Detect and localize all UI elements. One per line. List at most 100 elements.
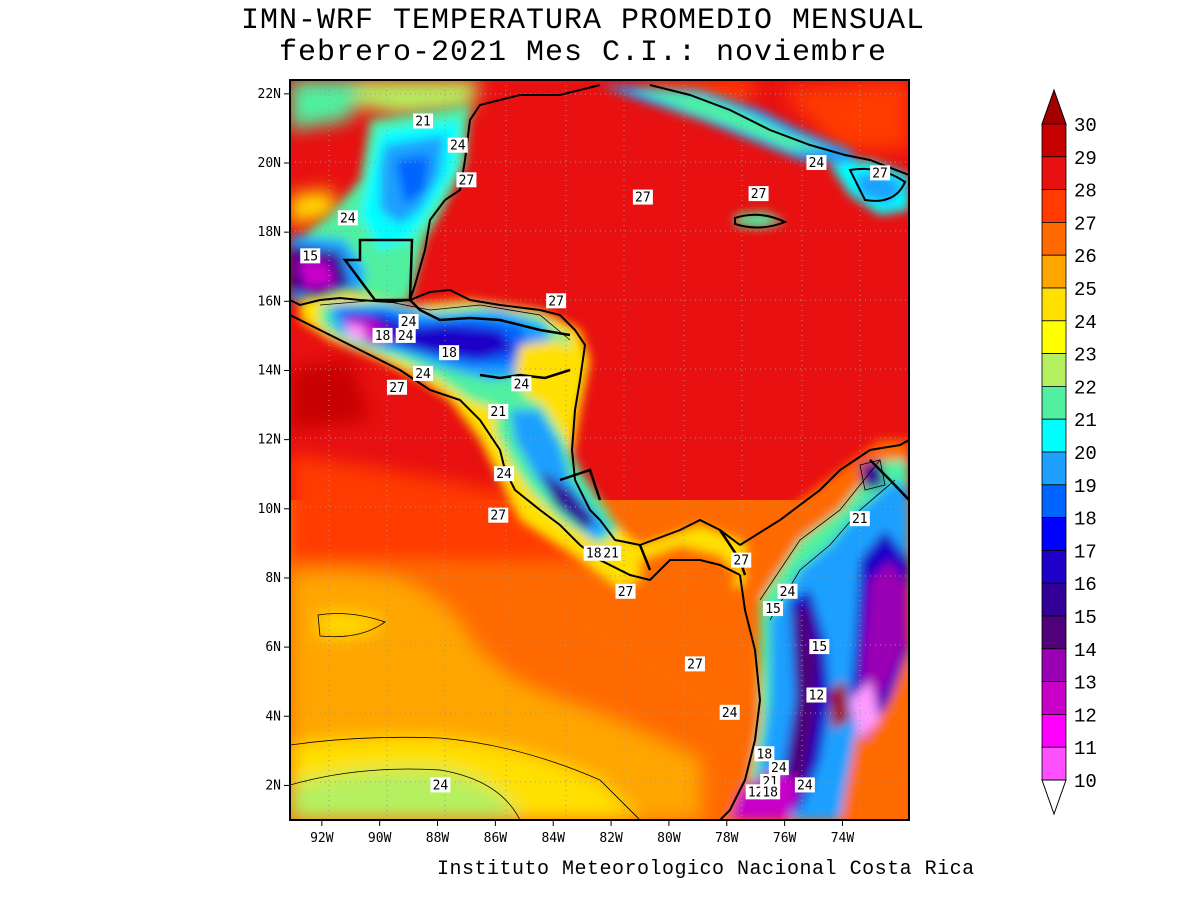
map-title-line2: febrero-2021 Mes C.I.: noviembre bbox=[278, 36, 888, 70]
contour-label: 24 bbox=[771, 761, 787, 776]
y-tick-label: 6N bbox=[265, 640, 281, 655]
contour-label-bg bbox=[760, 784, 781, 800]
contour-label-bg bbox=[684, 656, 705, 672]
colorbar-label: 20 bbox=[1074, 443, 1097, 465]
contour-label: 18 bbox=[586, 547, 602, 562]
contour-label: 24 bbox=[496, 467, 512, 482]
contour-label-bg bbox=[870, 165, 891, 181]
map-title-line1: IMN-WRF TEMPERATURA PROMEDIO MENSUAL bbox=[240, 4, 926, 38]
contour-label-bg bbox=[300, 248, 321, 264]
contour-label-bg bbox=[768, 760, 789, 776]
colorbar-label: 21 bbox=[1074, 410, 1097, 432]
colorbar-label: 28 bbox=[1074, 181, 1097, 203]
x-tick-label: 86W bbox=[484, 831, 508, 846]
contour-label: 15 bbox=[765, 602, 781, 617]
contour-label-bg bbox=[494, 466, 515, 482]
contour-label: 24 bbox=[514, 377, 530, 392]
colorbar-label: 19 bbox=[1074, 476, 1097, 498]
x-tick-label: 92W bbox=[310, 831, 334, 846]
contour-label-bg bbox=[439, 345, 460, 361]
contour-label: 27 bbox=[548, 294, 564, 309]
y-axis-ticks: 2N 4N 6N 8N 10N 12N 14N 16N 18N 20N 22N bbox=[258, 87, 290, 793]
map-gridlines bbox=[290, 80, 909, 820]
contour-label-bg bbox=[488, 507, 509, 523]
contour-label-bg bbox=[372, 327, 393, 343]
y-tick-label: 16N bbox=[258, 294, 281, 309]
contour-label-bg bbox=[546, 293, 567, 309]
x-tick-label: 90W bbox=[368, 831, 392, 846]
colorbar-label: 11 bbox=[1074, 738, 1097, 760]
contour-label: 27 bbox=[687, 657, 703, 672]
contour-label-bg bbox=[615, 583, 636, 599]
colorbar-swatch bbox=[1041, 287, 1067, 322]
contour-label: 18 bbox=[757, 747, 773, 762]
contour-label-bg bbox=[754, 746, 775, 762]
x-tick-label: 84W bbox=[541, 831, 565, 846]
contour-label-bg bbox=[398, 314, 419, 330]
contour-label: 27 bbox=[459, 173, 475, 188]
contour-label: 18 bbox=[375, 329, 391, 344]
colorbar-label: 27 bbox=[1074, 213, 1097, 235]
colorbar: 30 29 28 27 26 25 24 23 22 21 20 19 18 17 16 15 14 13 12 11… bbox=[1041, 88, 1097, 816]
contour-label-bg bbox=[456, 172, 477, 188]
contour-label: 27 bbox=[872, 166, 888, 181]
colorbar-swatch bbox=[1041, 385, 1067, 420]
colorbar-swatch bbox=[1041, 550, 1067, 584]
contour-label: 24 bbox=[433, 778, 449, 793]
footer-credit: Instituto Meteorologico Nacional Costa R… bbox=[437, 858, 975, 881]
colorbar-label: 16 bbox=[1074, 574, 1097, 596]
contour-label: 18 bbox=[762, 785, 778, 800]
colorbar-swatch bbox=[1041, 746, 1067, 781]
contour-label-bg bbox=[337, 210, 358, 226]
contour-label-bg bbox=[395, 327, 416, 343]
colorbar-swatch bbox=[1041, 681, 1067, 715]
x-axis-ticks: 92W 90W 88W 86W 84W 82W 80W 78W 76W 74W bbox=[310, 820, 854, 846]
colorbar-swatch bbox=[1041, 517, 1067, 551]
contour-label-bg bbox=[413, 113, 434, 129]
colorbar-swatch bbox=[1041, 123, 1067, 158]
map-frame bbox=[289, 79, 910, 821]
contour-label: 27 bbox=[618, 585, 634, 600]
colorbar-swatch bbox=[1041, 451, 1067, 486]
contour-label-bg bbox=[731, 552, 752, 568]
contour-label-bg bbox=[447, 137, 468, 153]
contour-label: 27 bbox=[635, 191, 651, 206]
colorbar-label: 17 bbox=[1074, 541, 1097, 563]
contour-label-bg bbox=[387, 379, 408, 395]
colorbar-swatch bbox=[1041, 320, 1067, 354]
y-tick-label: 18N bbox=[258, 225, 281, 240]
colorbar-top-arrow bbox=[1041, 88, 1067, 125]
colorbar-swatch bbox=[1041, 221, 1067, 256]
coastlines bbox=[290, 84, 909, 820]
colorbar-swatch bbox=[1041, 189, 1067, 223]
contour-label: 24 bbox=[780, 585, 796, 600]
contour-label: 27 bbox=[733, 554, 749, 569]
contour-label: 24 bbox=[722, 706, 738, 721]
contour-label-bg bbox=[719, 704, 740, 720]
contour-label: 21 bbox=[490, 405, 506, 420]
colorbar-bottom-arrow bbox=[1041, 779, 1067, 816]
contour-label: 27 bbox=[389, 381, 405, 396]
y-tick-label: 20N bbox=[258, 156, 281, 171]
contour-label-bg bbox=[777, 583, 798, 599]
colorbar-label: 25 bbox=[1074, 279, 1097, 301]
contour-label-bg bbox=[430, 777, 451, 793]
contour-label: 24 bbox=[340, 211, 356, 226]
contour-label: 24 bbox=[797, 778, 813, 793]
colorbar-label: 14 bbox=[1074, 640, 1097, 662]
contour-label-bg bbox=[806, 154, 827, 170]
contour-label: 12 bbox=[809, 689, 825, 704]
contour-label-bg bbox=[849, 511, 870, 527]
contour-label: 27 bbox=[490, 509, 506, 524]
contour-label-bg bbox=[601, 545, 622, 561]
colorbar-swatch bbox=[1041, 353, 1067, 387]
colorbar-swatch bbox=[1041, 254, 1067, 289]
contour-label: 15 bbox=[812, 640, 828, 655]
colorbar-swatch bbox=[1041, 418, 1067, 453]
contour-label: 21 bbox=[852, 512, 868, 527]
y-tick-label: 4N bbox=[265, 709, 281, 724]
colorbar-label: 29 bbox=[1074, 148, 1097, 170]
y-tick-label: 12N bbox=[258, 433, 281, 448]
contour-label: 24 bbox=[415, 367, 431, 382]
contour-label: 21 bbox=[603, 547, 619, 562]
